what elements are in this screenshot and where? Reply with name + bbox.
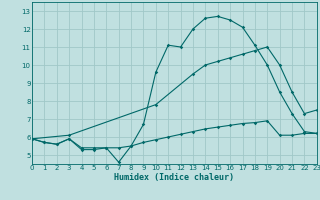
X-axis label: Humidex (Indice chaleur): Humidex (Indice chaleur): [115, 173, 234, 182]
